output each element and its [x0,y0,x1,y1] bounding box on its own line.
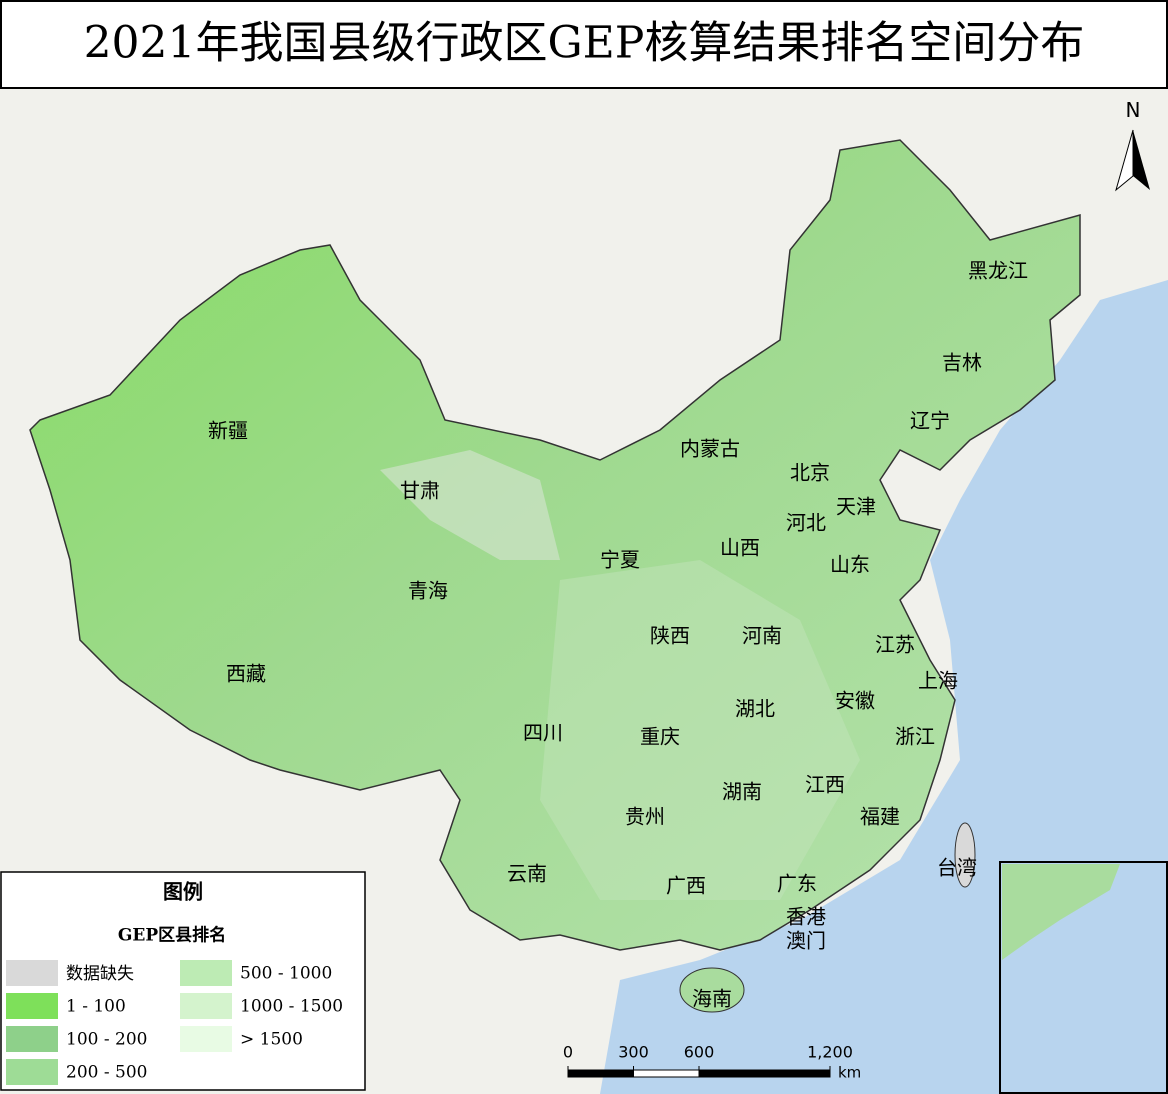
region-label: 山东 [830,553,870,577]
region-label: 安徽 [835,689,875,713]
legend-label: 数据缺失 [66,964,134,984]
legend-swatch [180,960,232,986]
legend-swatch [180,1026,232,1052]
region-label: 吉林 [942,351,982,375]
region-label: 广东 [777,872,817,896]
legend-label: 1000 - 1500 [240,997,343,1017]
north-arrow [1133,130,1150,190]
region-label: 四川 [523,721,563,745]
region-label: 宁夏 [600,548,640,572]
legend-label: 100 - 200 [66,1030,147,1050]
scale-label: 1,200 [807,1043,853,1062]
region-label: 北京 [790,461,830,485]
inset-land [1002,864,1120,960]
taiwan [954,822,976,888]
title: 2021年我国县级行政区GEP核算结果排名空间分布 [84,18,1085,69]
region-label: 江西 [805,773,845,797]
region-label: 重庆 [640,725,680,749]
region-label: 山西 [720,536,760,560]
region-label: 福建 [860,805,900,829]
sea [600,88,1168,1094]
region-label: 黑龙江 [968,259,1028,283]
region-label: 河北 [786,511,826,535]
scale-label: 0 [563,1043,573,1062]
scale-unit: km [838,1064,861,1082]
scale-segment [567,1069,634,1078]
title-bar [0,0,1168,89]
legend-subtitle: GEP区县排名 [118,925,226,946]
legend-label: > 1500 [240,1030,303,1050]
region-label: 台湾 [937,856,977,880]
region-label: 湖北 [735,697,775,721]
legend-swatch [6,960,58,986]
legend-swatch [6,993,58,1019]
legend-label: 200 - 500 [66,1063,147,1083]
region-label: 新疆 [208,419,248,443]
shade [380,450,560,560]
region-label: 广西 [666,874,706,898]
scale-label: 300 [618,1043,649,1062]
legend-swatch [180,993,232,1019]
legend-label: 1 - 100 [66,997,126,1017]
region-label: 西藏 [226,662,266,686]
region-label: 上海 [918,669,958,693]
region-label: 贵州 [625,805,665,829]
scale-segment [633,1069,700,1078]
region-label: 云南 [507,862,547,886]
north-label: N [1126,98,1141,122]
region-label: 陕西 [650,624,690,648]
region-label: 海南 [692,987,732,1011]
region-label: 河南 [742,624,782,648]
region-label: 澳门 [786,929,826,953]
region-label: 香港 [786,905,826,929]
region-label: 天津 [836,495,876,519]
region-label: 辽宁 [910,409,950,433]
region-label: 湖南 [722,780,762,804]
region-label: 江苏 [875,633,915,657]
region-label: 浙江 [895,725,935,749]
region-label: 青海 [408,579,448,603]
hainan [679,967,745,1013]
scale-segment [698,1069,831,1078]
scale-label: 600 [684,1043,715,1062]
region-label: 内蒙古 [680,437,740,461]
region-label: 甘肃 [400,479,440,503]
legend-swatch [6,1026,58,1052]
legend-label: 500 - 1000 [240,964,332,984]
shade [540,560,860,900]
legend-swatch [6,1059,58,1085]
legend-title: 图例 [163,880,203,904]
